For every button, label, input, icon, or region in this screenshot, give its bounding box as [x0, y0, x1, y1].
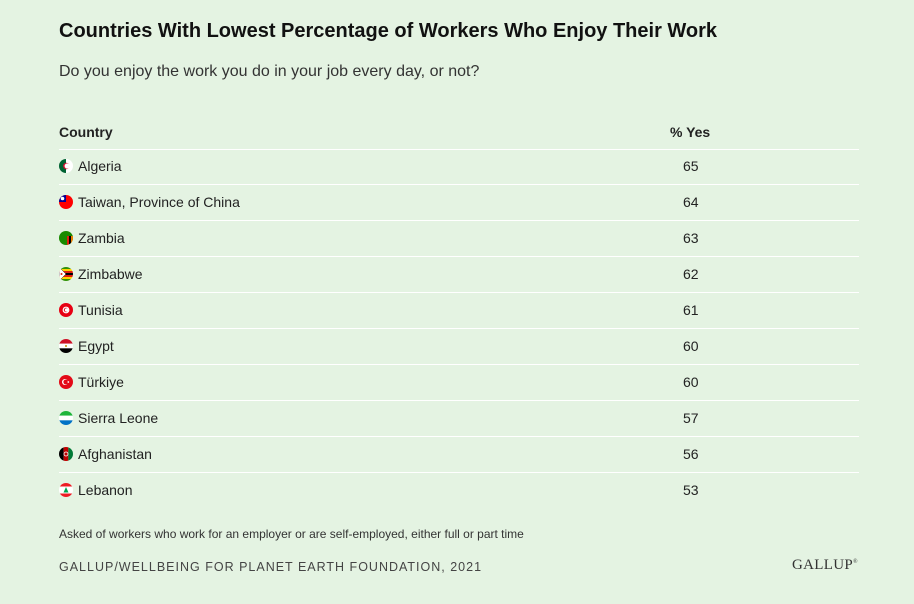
table-row: Taiwan, Province of China 64: [59, 185, 859, 221]
country-name: Zimbabwe: [78, 266, 143, 282]
column-header-yes: % Yes: [670, 124, 711, 140]
country-name: Afghanistan: [78, 446, 152, 462]
footnote: Asked of workers who work for an employe…: [59, 527, 524, 541]
column-header-country: Country: [59, 124, 113, 140]
gallup-logo: GALLUP®: [792, 557, 858, 573]
algeria-flag-icon: [59, 159, 73, 173]
country-name: Algeria: [78, 158, 122, 174]
country-name: Egypt: [78, 338, 114, 354]
percent-yes-value: 60: [683, 374, 699, 390]
table-row: Tunisia 61: [59, 293, 859, 329]
table-row: Lebanon 53: [59, 473, 859, 508]
percent-yes-value: 64: [683, 194, 699, 210]
sierra-leone-flag-icon: [59, 411, 73, 425]
country-name: Sierra Leone: [78, 410, 159, 426]
afghanistan-flag-icon: [59, 447, 73, 461]
country-name: Taiwan, Province of China: [78, 194, 240, 210]
percent-yes-value: 65: [683, 158, 699, 174]
percent-yes-value: 57: [683, 410, 699, 426]
table-row: Türkiye 60: [59, 365, 859, 401]
zimbabwe-flag-icon: [59, 267, 73, 281]
table-row: Afghanistan 56: [59, 437, 859, 473]
zambia-flag-icon: [59, 231, 73, 245]
table-header: Country % Yes: [59, 122, 859, 150]
percent-yes-value: 63: [683, 230, 699, 246]
country-name: Tunisia: [78, 302, 123, 318]
percent-yes-value: 56: [683, 446, 699, 462]
country-name: Türkiye: [78, 374, 124, 390]
country-name: Zambia: [78, 230, 125, 246]
table-row: Algeria 65: [59, 149, 859, 185]
turkiye-flag-icon: [59, 375, 73, 389]
percent-yes-value: 53: [683, 482, 699, 498]
table-row: Egypt 60: [59, 329, 859, 365]
chart-title: Countries With Lowest Percentage of Work…: [59, 20, 718, 42]
country-name: Lebanon: [78, 482, 133, 498]
percent-yes-value: 62: [683, 266, 699, 282]
chart-subtitle: Do you enjoy the work you do in your job…: [59, 63, 480, 80]
taiwan-flag-icon: [59, 195, 73, 209]
table-row: Zambia 63: [59, 221, 859, 257]
table-row: Sierra Leone 57: [59, 401, 859, 437]
tunisia-flag-icon: [59, 303, 73, 317]
table-row: Zimbabwe 62: [59, 257, 859, 293]
egypt-flag-icon: [59, 339, 73, 353]
lebanon-flag-icon: [59, 483, 73, 497]
source-line: GALLUP/WELLBEING FOR PLANET EARTH FOUNDA…: [59, 560, 483, 574]
percent-yes-value: 60: [683, 338, 699, 354]
percent-yes-value: 61: [683, 302, 699, 318]
table-body: Algeria 65 Taiwan, Province of China 64 Zamb…: [59, 149, 859, 508]
